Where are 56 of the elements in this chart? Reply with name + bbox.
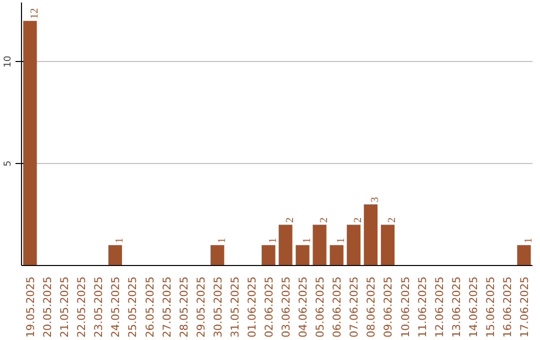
data-label: 1 (114, 238, 126, 244)
x-tick-label: 24.05.2025 (109, 276, 122, 338)
bar (312, 224, 326, 266)
data-label: 1 (268, 238, 279, 244)
x-tick-label: 11.06.2025 (416, 276, 429, 338)
x-tick-label: 01.06.2025 (245, 276, 258, 338)
bar (296, 245, 310, 266)
y-tick-label: 10 (2, 56, 14, 68)
data-label: 2 (387, 217, 398, 223)
data-label: 2 (319, 217, 330, 223)
x-tick-label: 17.06.2025 (518, 276, 531, 338)
data-label: 2 (353, 217, 364, 223)
x-tick-label: 03.06.2025 (280, 276, 293, 338)
x-tick-label: 16.06.2025 (500, 276, 514, 338)
x-tick-label: 25.05.2025 (126, 276, 140, 338)
x-tick-label: 06.06.2025 (330, 276, 344, 338)
data-label: 1 (216, 238, 228, 244)
x-tick-label: 31.05.2025 (228, 276, 242, 338)
data-label: 12 (30, 8, 41, 19)
bar (262, 245, 276, 266)
bar (278, 224, 292, 266)
x-tick-label: 05.06.2025 (314, 276, 327, 338)
x-tick-label: 23.05.2025 (92, 276, 106, 338)
bar (210, 245, 224, 266)
x-tick-label: 12.06.2025 (432, 276, 446, 338)
x-tick-label: 04.06.2025 (296, 276, 310, 338)
bar (346, 224, 360, 266)
x-tick-label: 20.05.2025 (41, 276, 54, 338)
data-label: 3 (370, 197, 382, 202)
x-tick-label: 21.05.2025 (58, 276, 72, 338)
x-tick-label: 30.05.2025 (211, 276, 224, 338)
bar (23, 20, 37, 266)
x-tick-label: 07.06.2025 (348, 276, 361, 338)
x-tick-label: 26.05.2025 (143, 276, 156, 338)
data-label: 2 (285, 217, 296, 223)
bar (380, 224, 395, 266)
bar (330, 245, 344, 266)
data-label: 1 (302, 238, 314, 244)
x-tick-label: 09.06.2025 (382, 276, 395, 338)
x-tick-label: 10.06.2025 (398, 276, 412, 338)
x-tick-label: 08.06.2025 (364, 276, 378, 338)
y-tick-label: 5 (2, 160, 14, 167)
x-tick-label: 13.06.2025 (450, 276, 463, 338)
x-tick-label: 29.05.2025 (194, 276, 208, 338)
data-label: 1 (336, 238, 348, 244)
data-label: 1 (523, 238, 534, 244)
x-tick-label: 14.06.2025 (466, 276, 480, 338)
x-tick-label: 22.05.2025 (75, 276, 88, 338)
x-tick-label: 02.06.2025 (262, 276, 276, 338)
x-tick-label: 27.05.2025 (160, 276, 174, 338)
x-tick-label: 15.06.2025 (484, 276, 497, 338)
bar (108, 245, 122, 266)
x-tick-label: 28.05.2025 (177, 276, 190, 338)
bar (517, 245, 531, 266)
x-tick-label: 19.05.2025 (24, 276, 38, 338)
bar (364, 204, 378, 266)
